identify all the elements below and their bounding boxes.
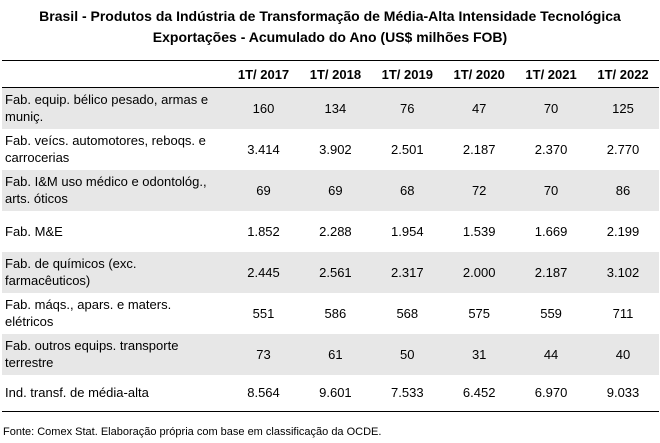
table-cell: 1.954 [391, 223, 424, 239]
row-label: Fab. de químicos (exc. farmacêuticos) [5, 256, 137, 288]
table-cell: 69 [256, 182, 271, 198]
table-row: Fab. de químicos (exc. farmacêuticos) 2.… [2, 251, 659, 293]
table-cell: 9.601 [319, 385, 352, 401]
header-cell: 1T/ 2020 [443, 60, 516, 88]
table-cell: 70 [543, 182, 559, 198]
table-cell: 2.370 [534, 141, 568, 157]
table-cell: 160 [252, 100, 275, 116]
row-label: Ind. transf. de média-alta [5, 385, 149, 401]
table-cell: 2.199 [606, 223, 640, 239]
header-cell: 1T/ 2021 [515, 60, 588, 88]
table-cell: 68 [400, 182, 415, 198]
table-cell: 551 [252, 305, 275, 321]
table-cell: 575 [468, 305, 491, 321]
table-cell: 76 [400, 100, 415, 116]
table-cell: 2.445 [247, 264, 280, 280]
table-cell: 86 [615, 182, 631, 198]
table-cell: 6.970 [534, 385, 568, 401]
table-cell: 3.414 [247, 141, 280, 157]
table-cell: 69 [328, 182, 343, 198]
table-cell: 3.902 [319, 141, 352, 157]
header-cell: 1T/ 2018 [299, 60, 372, 88]
table-cell: 2.288 [319, 223, 352, 239]
table-cell: 40 [615, 346, 631, 362]
title-line-2: Exportações - Acumulado do Ano (US$ milh… [152, 29, 508, 45]
table-cell: 61 [328, 346, 343, 362]
row-label: Fab. máqs., apars. e maters. elétricos [5, 297, 172, 329]
table-cell: 7.533 [391, 385, 424, 401]
table-cell: 1.669 [534, 223, 568, 239]
header-cell: 1T/ 2022 [587, 60, 659, 88]
table-cell: 2.501 [391, 141, 424, 157]
row-label: Fab. outros equips. transporte terrestre [5, 338, 179, 370]
table-cell: 1.539 [462, 223, 496, 239]
table-cell: 6.452 [462, 385, 496, 401]
table-row: Fab. I&M uso médico e odontológ., arts. … [2, 169, 659, 211]
title-line-1: Brasil - Produtos da Indústria de Transf… [39, 8, 621, 24]
table-cell: 711 [612, 305, 634, 321]
table-cell: 3.102 [606, 264, 640, 280]
row-label: Fab. veícs. automotores, reboqs. e carro… [5, 133, 206, 165]
table-cell: 2.187 [534, 264, 568, 280]
table-cell: 9.033 [606, 385, 640, 401]
table-cell: 125 [612, 100, 634, 116]
table-cell: 8.564 [247, 385, 280, 401]
table-cell: 134 [324, 100, 347, 116]
table-row: Fab. veícs. automotores, reboqs. e carro… [2, 129, 659, 170]
row-label: Fab. M&E [5, 223, 63, 239]
table-cell: 50 [400, 346, 415, 362]
table-cell: 70 [543, 100, 559, 116]
table-cell: 2.561 [319, 264, 352, 280]
table-cell: 559 [540, 305, 562, 321]
table-row: Fab. outros equips. transporte terrestre… [2, 333, 659, 375]
table-cell: 2.000 [462, 264, 496, 280]
table-title: Brasil - Produtos da Indústria de Transf… [0, 0, 660, 45]
table-cell: 2.187 [462, 141, 496, 157]
table-row: Fab. equip. bélico pesado, armas e muniç… [2, 87, 659, 129]
table-cell: 2.317 [391, 264, 424, 280]
table-row: Fab. M&E 1.852 2.288 1.954 1.539 1.669 2… [2, 211, 659, 252]
header-row: 1T/ 2017 1T/ 2018 1T/ 2019 1T/ 2020 1T/ … [2, 60, 659, 88]
row-label: Fab. I&M uso médico e odontológ., arts. … [5, 174, 207, 206]
table-cell: 568 [396, 305, 419, 321]
table-cell: 73 [256, 346, 271, 362]
table-row: Fab. máqs., apars. e maters. elétricos 5… [2, 293, 659, 334]
exports-table: 1T/ 2017 1T/ 2018 1T/ 2019 1T/ 2020 1T/ … [2, 60, 659, 412]
table-cell: 72 [471, 182, 487, 198]
source-note: Fonte: Comex Stat. Elaboração própria co… [3, 426, 382, 438]
table-cell: 2.770 [606, 141, 640, 157]
table-cell: 44 [543, 346, 559, 362]
header-cell: 1T/ 2017 [227, 60, 300, 88]
table-cell: 47 [471, 100, 487, 116]
table-cell: 586 [324, 305, 347, 321]
header-cell: 1T/ 2019 [371, 60, 444, 88]
header-cell [2, 60, 228, 88]
table-cell: 31 [471, 346, 487, 362]
table-cell: 1.852 [247, 223, 280, 239]
table-row: Ind. transf. de média-alta 8.564 9.601 7… [2, 375, 659, 412]
row-label: Fab. equip. bélico pesado, armas e muniç… [5, 92, 209, 125]
